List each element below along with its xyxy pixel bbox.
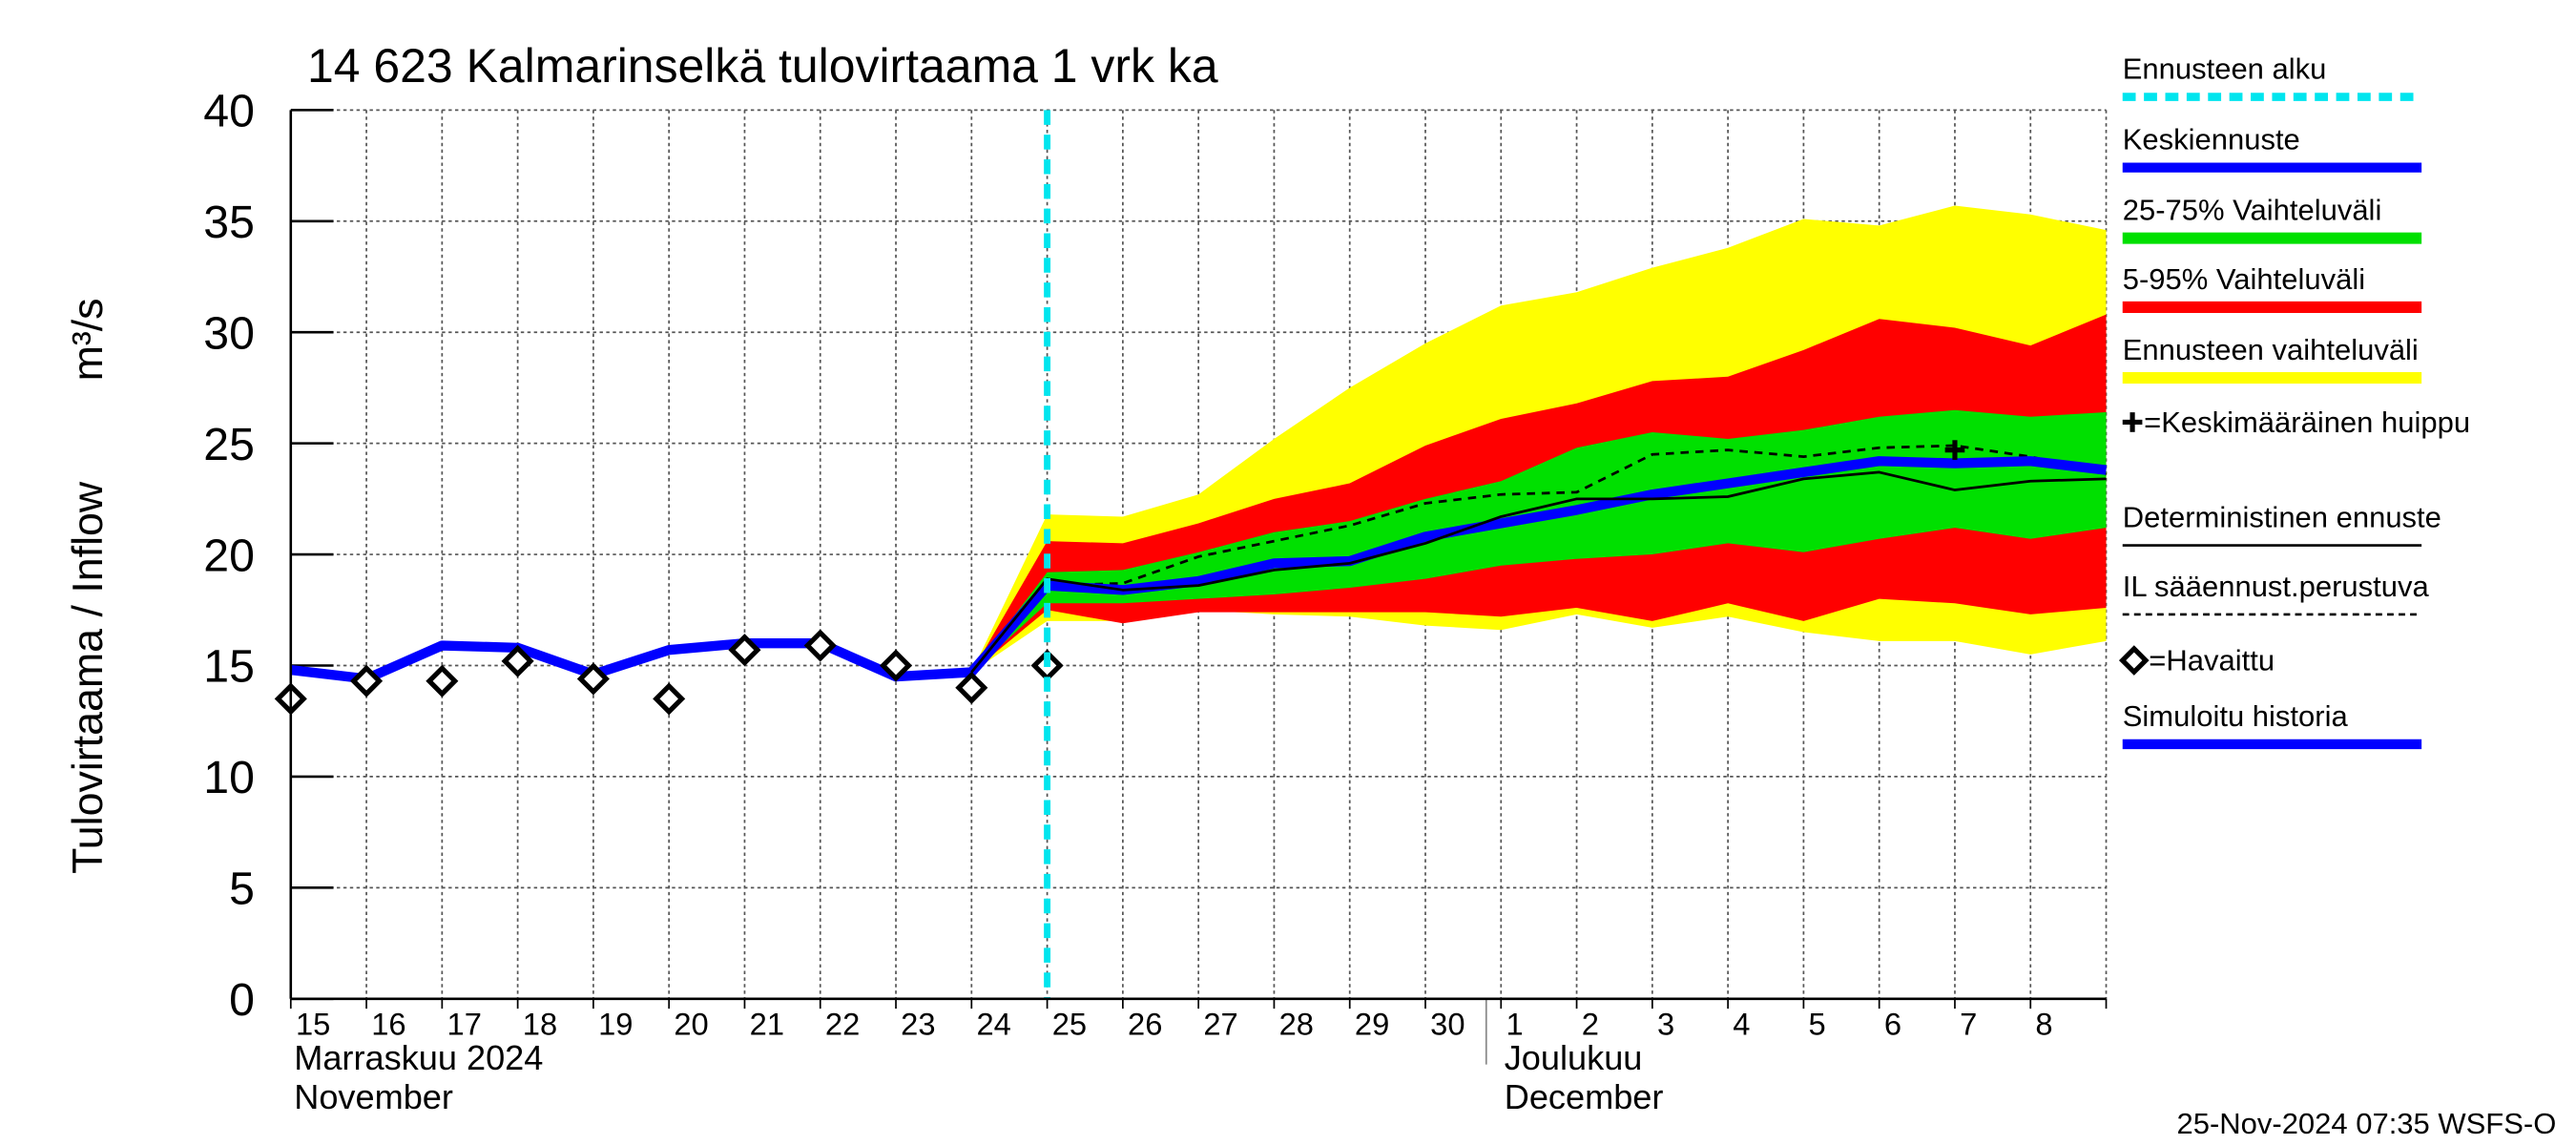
- x-tick-label: 16: [371, 1007, 405, 1042]
- legend-label: =Keskimääräinen huippu: [2144, 406, 2470, 439]
- legend-label: =Havaittu: [2149, 643, 2275, 677]
- legend-label: IL sääennust.perustuva: [2123, 570, 2430, 603]
- month-label-en: December: [1505, 1077, 1664, 1116]
- x-tick-label: 7: [1960, 1007, 1977, 1042]
- x-tick-label: 19: [598, 1007, 633, 1042]
- legend-label: Deterministinen ennuste: [2123, 501, 2441, 534]
- y-axis-label: Tulovirtaama / Inflow: [64, 481, 112, 874]
- legend-label: Ennusteen vaihteluväli: [2123, 333, 2419, 366]
- x-tick-label: 3: [1657, 1007, 1674, 1042]
- x-tick-label: 2: [1582, 1007, 1599, 1042]
- y-tick-label: 20: [203, 530, 255, 581]
- y-tick-label: 0: [229, 974, 255, 1026]
- observation: [576, 662, 610, 696]
- series-line: [970, 470, 2107, 674]
- observation: [803, 629, 837, 662]
- y-tick-label: 30: [203, 307, 255, 359]
- x-tick-label: 26: [1128, 1007, 1162, 1042]
- x-tick-label: 6: [1884, 1007, 1901, 1042]
- observation: [728, 634, 761, 667]
- legend-diamond: [2118, 645, 2150, 676]
- x-tick-label: 29: [1355, 1007, 1389, 1042]
- x-tick-label: 28: [1279, 1007, 1314, 1042]
- x-tick-label: 1: [1506, 1007, 1523, 1042]
- x-tick-label: 22: [825, 1007, 860, 1042]
- x-tick-label: 5: [1809, 1007, 1826, 1042]
- month-label-en: November: [294, 1077, 453, 1116]
- x-tick-label: 4: [1733, 1007, 1750, 1042]
- x-tick-label: 17: [447, 1007, 482, 1042]
- x-tick-label: 23: [901, 1007, 935, 1042]
- observation: [879, 649, 913, 682]
- y-axis-unit: m³/s: [64, 298, 112, 381]
- x-tick-label: 20: [674, 1007, 708, 1042]
- legend-label: Simuloitu historia: [2123, 699, 2349, 733]
- x-tick-label: 27: [1203, 1007, 1237, 1042]
- x-tick-label: 25: [1052, 1007, 1087, 1042]
- x-tick-label: 24: [976, 1007, 1010, 1042]
- footer: 25-Nov-2024 07:35 WSFS-O: [2176, 1107, 2556, 1140]
- x-tick-label: 21: [750, 1007, 784, 1042]
- series-line: [290, 638, 972, 684]
- observation: [653, 682, 686, 716]
- chart-title: 14 623 Kalmarinselkä tulovirtaama 1 vrk …: [307, 39, 1218, 93]
- legend-label: 5-95% Vaihteluväli: [2123, 262, 2365, 296]
- y-tick-label: 15: [203, 641, 255, 693]
- observation: [350, 664, 384, 697]
- legend-label: 25-75% Vaihteluväli: [2123, 194, 2382, 227]
- band: [971, 409, 2107, 673]
- observation: [501, 644, 534, 677]
- y-tick-label: 10: [203, 752, 255, 803]
- observation: [955, 671, 988, 704]
- y-tick-label: 35: [203, 197, 255, 248]
- observation: [426, 664, 459, 697]
- x-tick-label: 30: [1430, 1007, 1465, 1042]
- series-line: [970, 444, 2107, 674]
- x-tick-label: 18: [523, 1007, 557, 1042]
- month-label: Joulukuu: [1505, 1038, 1643, 1077]
- x-tick-label: 8: [2035, 1007, 2052, 1042]
- peak-marker: [1944, 440, 1965, 460]
- y-tick-label: 5: [229, 864, 255, 915]
- month-label: Marraskuu 2024: [294, 1038, 543, 1077]
- legend-label: Ennusteen alku: [2123, 52, 2327, 86]
- x-tick-label: 15: [296, 1007, 330, 1042]
- y-tick-label: 40: [203, 86, 255, 137]
- series-line: [967, 456, 2108, 676]
- legend-label: Keskiennuste: [2123, 123, 2300, 156]
- y-tick-label: 25: [203, 419, 255, 470]
